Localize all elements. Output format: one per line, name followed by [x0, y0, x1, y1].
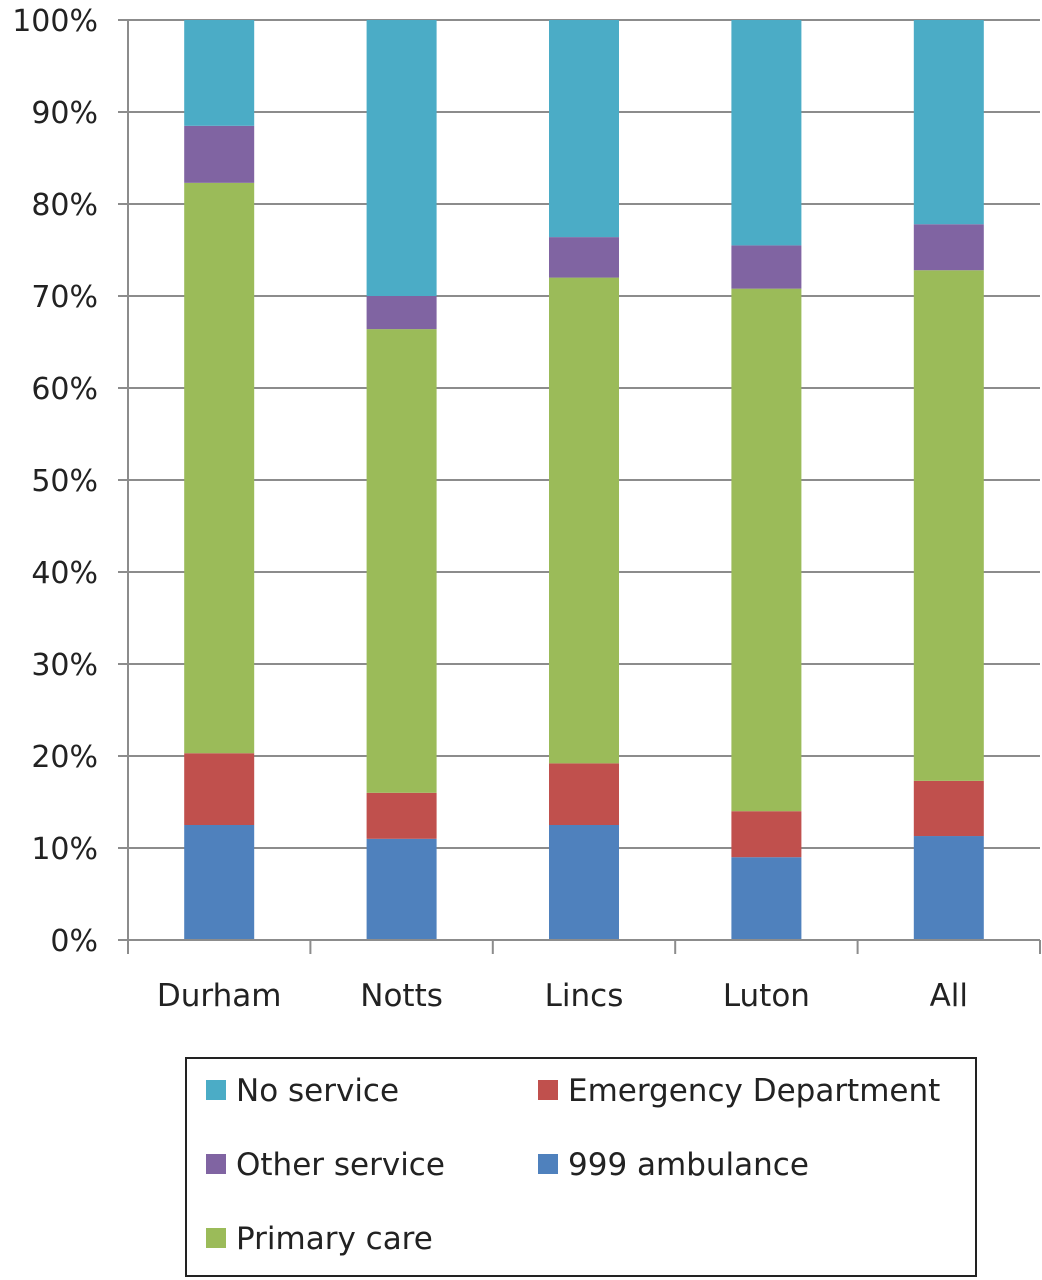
- x-category-label: Luton: [723, 978, 810, 1014]
- legend-swatch: [206, 1154, 226, 1174]
- bar-segment-no-service: [549, 20, 619, 238]
- bar-segment-999-ambulance: [731, 857, 802, 940]
- bar-segment-999-ambulance: [913, 836, 984, 940]
- legend-label: 999 ambulance: [568, 1147, 809, 1183]
- axes: 0% 10% 20% 30% 40% 50% 60% 70% 80% 90% 100% Durham N…: [12, 4, 1041, 1014]
- y-tick-label: 70%: [31, 280, 98, 315]
- y-tick-label: 30%: [31, 648, 98, 683]
- x-category-label: Notts: [360, 978, 443, 1014]
- bar-segment-primary-care: [549, 277, 619, 764]
- bar-segment-emergency-department: [549, 763, 619, 825]
- bars: [184, 20, 984, 940]
- y-tick-label: 40%: [31, 556, 98, 591]
- x-category-label: Lincs: [545, 978, 624, 1014]
- y-tick-label: 60%: [31, 372, 98, 407]
- bar-segment-other-service: [731, 245, 802, 289]
- bar-segment-emergency-department: [366, 792, 437, 839]
- bar-segment-no-service: [184, 20, 255, 126]
- bar-segment-999-ambulance: [549, 825, 619, 940]
- legend-label: No service: [236, 1073, 399, 1109]
- bar-segment-emergency-department: [731, 811, 802, 858]
- legend-swatch: [538, 1080, 558, 1100]
- y-tick-label: 90%: [31, 96, 98, 131]
- bar-segment-primary-care: [184, 182, 255, 754]
- legend-swatch: [206, 1080, 226, 1100]
- y-tick-label: 100%: [12, 4, 98, 39]
- y-tick-label: 0%: [50, 924, 98, 959]
- y-tick-label: 20%: [31, 740, 98, 775]
- bar-segment-primary-care: [731, 288, 802, 812]
- x-category-label: Durham: [157, 978, 282, 1014]
- bar-segment-999-ambulance: [184, 825, 255, 940]
- legend: No service Emergency Department Other serv…: [185, 1057, 977, 1277]
- bar-segment-999-ambulance: [366, 838, 437, 940]
- bar-segment-emergency-department: [913, 780, 984, 837]
- y-tick-label: 10%: [31, 832, 98, 867]
- bar-segment-primary-care: [913, 270, 984, 781]
- x-category-label: All: [930, 978, 968, 1014]
- legend-label: Emergency Department: [568, 1073, 940, 1109]
- bar-segment-no-service: [366, 20, 437, 296]
- bar-segment-primary-care: [366, 329, 437, 793]
- bar-segment-emergency-department: [184, 753, 255, 825]
- bar-segment-other-service: [549, 237, 619, 278]
- bar-segment-no-service: [731, 20, 802, 246]
- legend-label: Primary care: [236, 1221, 433, 1257]
- legend-swatch: [538, 1154, 558, 1174]
- y-tick-label: 80%: [31, 188, 98, 223]
- bar-segment-no-service: [913, 20, 984, 225]
- legend-label: Other service: [236, 1147, 445, 1183]
- y-tick-label: 50%: [31, 464, 98, 499]
- bar-segment-other-service: [366, 296, 437, 330]
- bar-segment-other-service: [913, 224, 984, 271]
- legend-swatch: [206, 1228, 226, 1248]
- bar-segment-other-service: [184, 125, 255, 183]
- legend-box: [185, 1057, 977, 1277]
